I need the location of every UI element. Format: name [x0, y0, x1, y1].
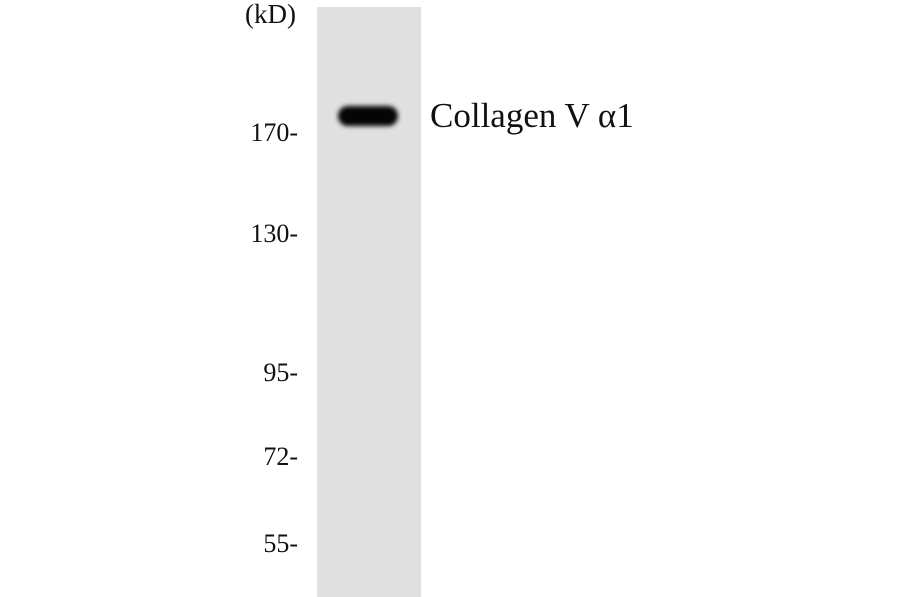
blot-lane: [317, 7, 421, 597]
marker-55: 55-: [263, 529, 298, 558]
marker-130: 130-: [250, 219, 298, 248]
band-label: Collagen V α1: [430, 96, 634, 135]
marker-170: 170-: [250, 118, 298, 147]
marker-95: 95-: [263, 358, 298, 387]
unit-label: (kD): [245, 0, 296, 29]
marker-72: 72-: [263, 442, 298, 471]
protein-band: [338, 106, 398, 126]
